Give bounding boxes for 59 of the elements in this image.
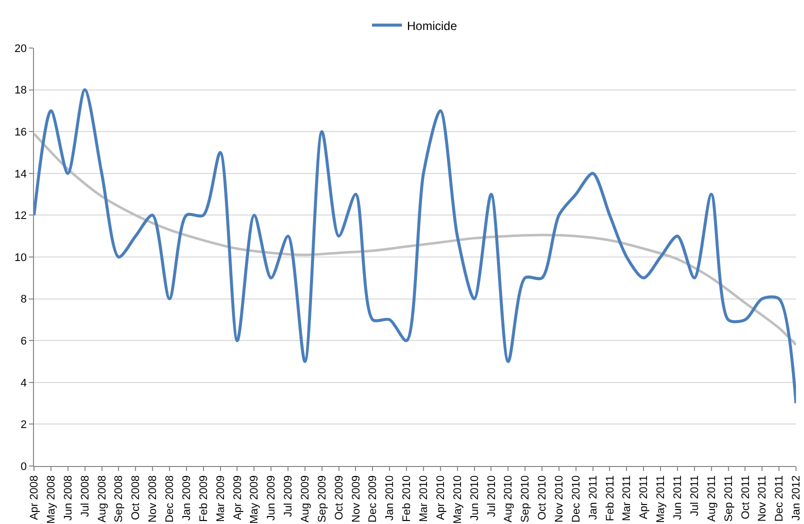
x-tick-label: Nov 2010 (554, 475, 566, 522)
x-tick-label: Aug 2010 (502, 475, 515, 523)
y-tick-label: 2 (20, 419, 27, 432)
x-tick-label: May 2011 (655, 475, 668, 523)
x-tick-label: Mar 2011 (621, 475, 634, 522)
x-tick-label: Feb 2009 (198, 475, 210, 522)
y-tick-label: 4 (20, 377, 27, 390)
x-tick-label: Feb 2010 (401, 475, 414, 522)
x-tick-label: Aug 2009 (300, 475, 312, 523)
x-tick-label: Nov 2011 (756, 475, 769, 522)
x-tick-label: Sep 2010 (520, 475, 532, 523)
x-tick-label: Jan 2009 (180, 475, 193, 521)
x-tick-label: May 2010 (452, 475, 464, 524)
x-tick-label: Jul 2011 (688, 475, 701, 516)
x-tick-label: May 2009 (248, 475, 261, 524)
x-tick-label: Dec 2010 (570, 475, 582, 522)
line-series (34, 88, 796, 405)
x-tick-label: Jun 2011 (672, 475, 684, 520)
y-tick-label: 20 (14, 42, 27, 55)
y-tick-label: 16 (14, 126, 27, 138)
x-tick-label: Aug 2008 (96, 475, 108, 523)
y-tick-label: 14 (14, 168, 27, 180)
x-tick-label: Nov 2008 (147, 475, 160, 522)
x-tick-label: Jan 2010 (384, 475, 396, 521)
x-tick-label: Apr 2011 (638, 475, 650, 520)
x-tick-label: Apr 2009 (232, 475, 244, 520)
y-tick-label: 6 (20, 335, 27, 348)
x-tick-label: May 2008 (46, 475, 58, 524)
x-tick-label: Apr 2010 (434, 475, 447, 520)
y-tick-label: 8 (20, 294, 27, 306)
x-tick-label: Oct 2010 (536, 475, 549, 520)
x-tick-label: Jul 2009 (282, 475, 295, 517)
x-tick-label: Oct 2009 (333, 475, 346, 520)
x-tick-label: Jun 2008 (62, 475, 74, 521)
x-tick-label: Dec 2009 (367, 475, 380, 522)
x-tick-label: Jul 2008 (79, 475, 92, 517)
x-tick-label: Oct 2011 (740, 475, 752, 520)
y-tick-label: 18 (14, 84, 27, 97)
x-tick-label: Mar 2010 (418, 475, 430, 522)
x-tick-label: Feb 2011 (604, 475, 616, 522)
x-tick-label: Jan 2012 (790, 475, 803, 521)
y-tick-label: 0 (20, 460, 27, 473)
x-tick-label: Jun 2009 (266, 475, 278, 521)
x-tick-label: Jul 2010 (486, 475, 498, 517)
legend-label: Homicide (407, 18, 458, 33)
x-tick-label: Apr 2008 (28, 475, 41, 520)
x-tick-label: Dec 2008 (164, 475, 176, 522)
x-tick-label: Dec 2011 (774, 475, 786, 522)
x-tick-label: Oct 2008 (130, 475, 142, 520)
x-tick-label: Mar 2009 (214, 475, 227, 522)
y-tick-label: 10 (14, 252, 27, 264)
x-tick-label: Jun 2010 (468, 475, 481, 521)
x-tick-label: Aug 2011 (706, 475, 718, 522)
x-tick-label: Jan 2011 (587, 475, 600, 520)
x-tick-label: Sep 2008 (113, 475, 126, 523)
y-tick-label: 12 (14, 210, 27, 222)
x-tick-label: Sep 2011 (722, 475, 735, 522)
x-tick-label: Sep 2009 (316, 475, 328, 523)
x-tick-label: Nov 2009 (350, 475, 362, 522)
